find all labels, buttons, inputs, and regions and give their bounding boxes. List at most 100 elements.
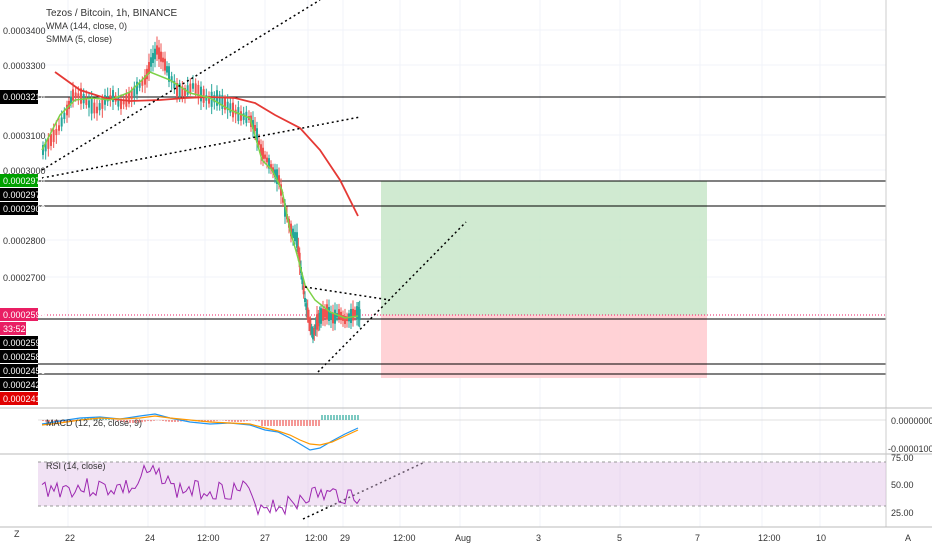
candle-body	[178, 83, 181, 99]
candle-body	[72, 89, 74, 101]
candle-body	[170, 76, 173, 83]
macd-histogram-bar	[123, 420, 125, 423]
candle-body	[338, 309, 340, 319]
macd-histogram-bar	[246, 420, 248, 422]
profit-zone[interactable]	[381, 181, 707, 315]
time-tick: 24	[145, 533, 155, 543]
candle-body	[60, 117, 63, 127]
candle-body	[252, 120, 254, 130]
candle-body	[254, 124, 256, 132]
macd-histogram-bar	[138, 420, 140, 423]
candle-body	[208, 96, 210, 104]
price-tick: 0.0003300	[3, 61, 46, 71]
candle-body	[313, 327, 316, 335]
macd-histogram-bar	[327, 415, 329, 420]
candle-body	[173, 80, 176, 89]
macd-histogram-bar	[228, 420, 230, 422]
price-badge: 0.0002902	[3, 204, 46, 214]
candle-body	[158, 47, 160, 60]
macd-histogram-bar	[132, 420, 134, 423]
candle-body	[120, 99, 122, 109]
candle-body	[200, 86, 202, 102]
candle-body	[192, 83, 194, 89]
candle-body	[356, 306, 358, 318]
candle-body	[133, 86, 136, 97]
macd-histogram-bar	[348, 415, 350, 420]
macd-histogram-bar	[321, 415, 323, 420]
candle-body	[334, 309, 336, 324]
candle-body	[154, 48, 156, 60]
candle-body	[66, 104, 68, 116]
macd-histogram-bar	[297, 420, 299, 426]
candle-body	[274, 169, 276, 178]
horizontal-levels[interactable]	[38, 96, 886, 375]
macd-histogram-bar	[51, 420, 53, 423]
price-tick: 0.0002700	[3, 273, 46, 283]
candle-body	[168, 66, 170, 82]
candle-body	[80, 88, 82, 104]
wma-line[interactable]	[54, 71, 359, 217]
macd-histogram-bar	[291, 420, 293, 426]
macd-tick: -0.0000100	[888, 444, 932, 454]
macd-signal-line[interactable]	[41, 415, 359, 446]
price-axis-left[interactable]: 0.0003400 0.0003300 0.0003100 0.0003000 …	[3, 26, 46, 283]
macd-histogram-bar	[174, 420, 176, 422]
smma-legend: SMMA (5, close)	[46, 34, 112, 44]
auto-scale-button[interactable]: A	[905, 533, 911, 543]
candle-body	[70, 96, 72, 104]
candle-body	[297, 246, 300, 254]
time-tick: 27	[260, 533, 270, 543]
loss-zone[interactable]	[381, 315, 707, 378]
candle-body	[152, 53, 154, 63]
chart-legend[interactable]: Tezos / Bitcoin, 1h, BINANCE WMA (144, c…	[46, 8, 177, 44]
macd-histogram-bar	[237, 420, 239, 422]
macd-histogram-bar	[318, 420, 320, 426]
candle-body	[96, 106, 98, 114]
trendlines[interactable]	[41, 0, 467, 520]
candle-body	[162, 57, 164, 63]
candle-body	[85, 97, 88, 105]
candle-body	[264, 154, 266, 159]
candle-body	[232, 102, 234, 118]
candle-body	[290, 223, 292, 237]
time-tick: 22	[65, 533, 75, 543]
time-tick: 3	[536, 533, 541, 543]
macd-histogram-bar	[264, 420, 266, 426]
candle-body	[324, 309, 326, 318]
candle-body	[164, 58, 166, 71]
macd-histogram-bar	[282, 420, 284, 426]
price-tick: 0.0002800	[3, 236, 46, 246]
candle-body	[301, 275, 304, 285]
price-tick: 0.0003100	[3, 131, 46, 141]
rsi-line[interactable]	[41, 463, 361, 517]
candle-body	[181, 86, 184, 97]
macd-histogram-bar	[213, 420, 215, 422]
macd-histogram-bar	[135, 420, 137, 423]
candle-body	[229, 103, 232, 113]
smma-line[interactable]	[41, 71, 359, 319]
candle-body	[346, 316, 348, 322]
price-tick: 0.0003000	[3, 166, 46, 176]
macd-histogram-bar	[207, 420, 209, 422]
macd-histogram-bar	[285, 420, 287, 426]
macd-histogram-bar	[306, 420, 308, 426]
candle-body	[148, 62, 150, 74]
timezone-button[interactable]: Z	[14, 529, 20, 539]
candle-body	[44, 142, 47, 152]
time-axis[interactable]: 22 24 12:00 27 12:00 29 12:00 Aug 3 5 7 …	[14, 529, 911, 543]
candle-body	[88, 100, 90, 108]
candle-body	[112, 90, 114, 102]
candle-body	[358, 309, 361, 321]
macd-histogram-bar	[303, 420, 305, 426]
price-badge: 0.0002592	[3, 338, 46, 348]
candle-body	[326, 304, 328, 320]
candle-body	[128, 92, 130, 104]
candle-body	[138, 82, 141, 88]
candle-body	[304, 297, 306, 303]
macd-histogram-bar	[150, 420, 152, 422]
time-tick: 5	[617, 533, 622, 543]
macd-histogram-bar	[177, 420, 179, 422]
candle-body	[266, 157, 268, 163]
time-tick: 29	[340, 533, 350, 543]
